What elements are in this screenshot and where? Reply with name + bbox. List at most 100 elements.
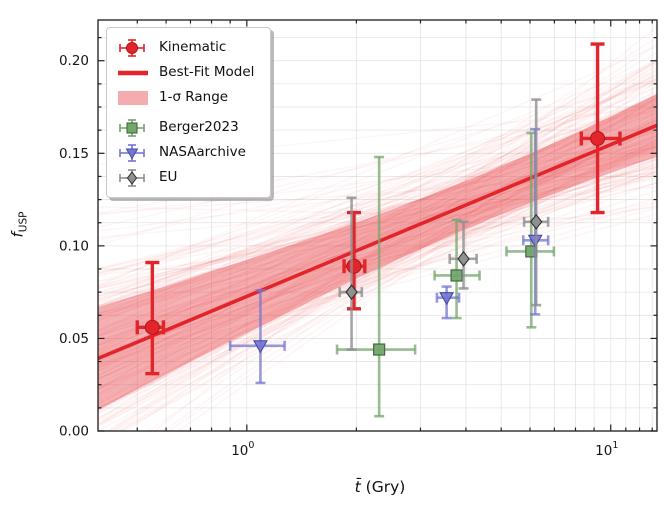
- posterior-draw-line: [98, 86, 657, 308]
- posterior-draw-line: [98, 124, 657, 376]
- posterior-draw-line: [98, 146, 657, 216]
- posterior-draw-line: [98, 156, 657, 317]
- posterior-draw-line: [98, 128, 657, 390]
- posterior-draw-line: [98, 170, 657, 391]
- posterior-draw-line: [98, 65, 657, 351]
- posterior-draw-line: [120, 118, 657, 431]
- sigma-legend-marker-icon: [118, 90, 148, 105]
- posterior-draw-line: [112, 97, 657, 431]
- posterior-draw-line: [98, 106, 657, 320]
- posterior-draw-line: [98, 121, 657, 427]
- posterior-draw-line: [98, 149, 657, 270]
- posterior-draw-line: [98, 103, 657, 283]
- series-eu: [338, 98, 550, 351]
- posterior-draw-line: [98, 171, 657, 337]
- nasa-legend-marker-icon: [119, 143, 145, 162]
- data-point-berger: [450, 269, 463, 282]
- posterior-draw-line: [125, 62, 657, 431]
- posterior-draw-line: [98, 197, 657, 359]
- posterior-draw-line: [98, 63, 657, 333]
- posterior-draw-line: [98, 161, 657, 347]
- posterior-draw-line: [98, 105, 657, 308]
- posterior-draw-line: [98, 140, 657, 402]
- posterior-draw-line: [98, 142, 657, 431]
- one-sigma-band: [98, 93, 657, 410]
- posterior-draw-line: [98, 139, 657, 271]
- posterior-draw-line: [98, 166, 657, 288]
- posterior-draw-line: [118, 96, 657, 431]
- posterior-draw-line: [98, 94, 657, 415]
- y-tick-label: 0.20: [59, 53, 89, 69]
- posterior-draw-line: [98, 115, 657, 376]
- posterior-draw-line: [98, 92, 657, 278]
- posterior-draw-line: [98, 156, 657, 290]
- posterior-draw-line: [98, 56, 657, 421]
- x-axis-label-unit: (Gry): [365, 478, 406, 496]
- posterior-draw-line: [98, 110, 657, 353]
- posterior-draw-line: [98, 100, 657, 304]
- y-axis-label-symbol: f: [8, 232, 27, 238]
- posterior-draw-line: [98, 107, 657, 315]
- posterior-draw-line: [106, 58, 657, 431]
- posterior-draw-line: [98, 134, 657, 322]
- posterior-draw-line: [98, 134, 657, 369]
- posterior-draw-line: [98, 176, 657, 283]
- posterior-draw-line: [98, 138, 657, 415]
- posterior-draw-line: [98, 145, 657, 300]
- posterior-draw-line: [153, 25, 657, 431]
- posterior-draw-line: [98, 142, 657, 297]
- posterior-draw-line: [98, 45, 657, 287]
- posterior-draw-line: [98, 144, 657, 361]
- posterior-draw-line: [98, 174, 657, 355]
- y-tick-label: 0.05: [59, 331, 89, 347]
- posterior-draw-line: [98, 101, 657, 372]
- posterior-draw-line: [98, 112, 657, 302]
- data-point-eu: [530, 213, 543, 230]
- posterior-draw-line: [98, 134, 657, 336]
- posterior-draw-line: [98, 158, 657, 363]
- posterior-draw-line: [98, 69, 657, 382]
- posterior-draw-line: [98, 120, 657, 357]
- posterior-draw-line: [98, 43, 657, 413]
- posterior-draw-line: [98, 173, 657, 318]
- posterior-draw-line: [176, 101, 657, 431]
- posterior-draw-line: [98, 202, 657, 352]
- posterior-draw-line: [118, 138, 657, 431]
- posterior-draw-line: [98, 144, 657, 305]
- posterior-draw-line: [98, 168, 657, 332]
- data-point-kinematic: [346, 258, 362, 274]
- posterior-draw-line: [98, 181, 657, 379]
- posterior-draw-line: [98, 147, 657, 350]
- x-tick-label: 101: [595, 440, 618, 459]
- y-tick-label: 0.15: [59, 146, 89, 162]
- legend-item-kinematic: Kinematic: [116, 35, 254, 60]
- legend-item-label: EU: [159, 168, 178, 185]
- posterior-draw-line: [98, 124, 657, 241]
- posterior-draw-line: [98, 170, 657, 298]
- posterior-draw-line: [98, 36, 657, 391]
- posterior-draw-line: [98, 113, 657, 318]
- posterior-draw-line: [98, 115, 657, 425]
- posterior-draw-line: [98, 118, 657, 409]
- posterior-draw-line: [98, 141, 657, 309]
- posterior-draw-line: [98, 126, 657, 301]
- posterior-draw-line: [98, 111, 657, 411]
- posterior-draw-line: [98, 95, 657, 360]
- posterior-draw-line: [98, 119, 657, 424]
- posterior-draw-line: [98, 153, 657, 307]
- posterior-draw-line: [98, 51, 657, 366]
- posterior-draw-line: [98, 76, 657, 395]
- bestfit-legend-marker-icon: [118, 70, 148, 75]
- posterior-draw-line: [98, 158, 657, 410]
- posterior-draw-line: [98, 120, 657, 425]
- posterior-draw-line: [98, 104, 657, 411]
- legend-item-eu: EU: [116, 165, 254, 190]
- series-berger: [335, 131, 556, 418]
- posterior-draw-line: [98, 149, 657, 368]
- posterior-draw-line: [98, 146, 657, 321]
- series-kinematic: [135, 42, 622, 376]
- posterior-draw-line: [98, 205, 657, 314]
- posterior-draw-line: [98, 125, 657, 385]
- posterior-draw-line: [98, 99, 657, 228]
- posterior-draw-line: [98, 119, 657, 411]
